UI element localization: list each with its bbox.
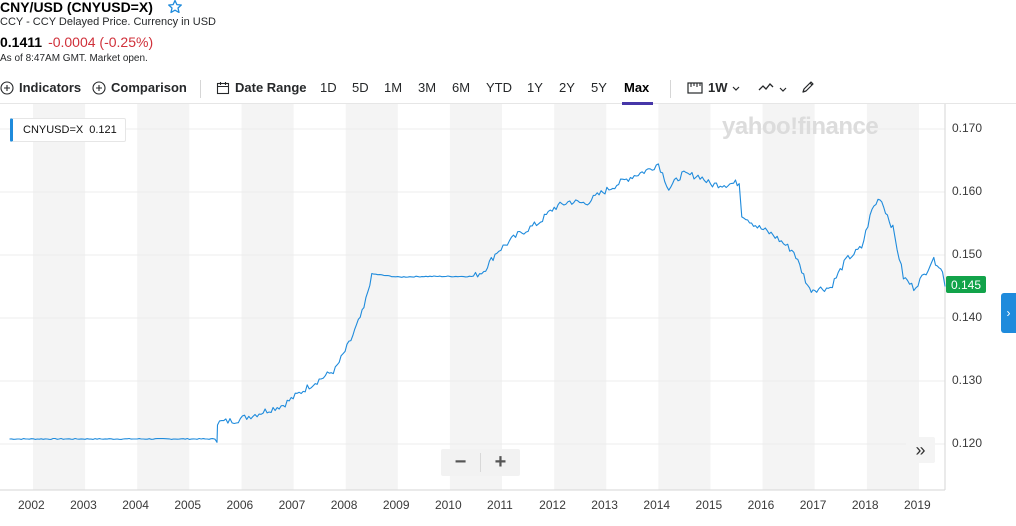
range-1d[interactable]: 1D — [320, 80, 337, 95]
x-tick-label: 2016 — [747, 498, 775, 512]
year-band — [554, 104, 607, 490]
y-tick-label: 0.160 — [952, 184, 983, 198]
year-band — [241, 104, 294, 490]
x-tick-label: 2013 — [591, 498, 618, 512]
chart-type-dropdown[interactable] — [758, 80, 787, 97]
zoom-divider — [480, 453, 481, 472]
current-price: 0.1411 — [0, 34, 43, 50]
indicators-label: Indicators — [19, 80, 82, 95]
legend-symbol: CNYUSD=X — [23, 124, 84, 136]
date-range-button[interactable]: Date Range — [216, 80, 307, 95]
y-tick-label: 0.130 — [952, 373, 983, 387]
grid-lines — [0, 104, 946, 491]
x-tick-label: 2010 — [434, 498, 462, 512]
year-band — [449, 104, 502, 490]
series-layer — [9, 163, 946, 443]
ruler-icon — [687, 81, 703, 95]
comparison-button[interactable]: Comparison — [92, 80, 187, 95]
draw-tool-button[interactable] — [801, 80, 815, 97]
legend-value: 0.121 — [89, 124, 117, 136]
price-change: -0.0004 (-0.25%) — [48, 34, 154, 50]
zoom-control: − + — [441, 449, 520, 476]
chart-toolbar: Indicators Comparison Date Range 1D 5D 1… — [0, 76, 1016, 105]
x-tick-label: 2005 — [174, 498, 202, 512]
plus-circle-icon — [92, 80, 106, 95]
x-tick-label: 2017 — [799, 498, 827, 512]
range-6m[interactable]: 6M — [452, 80, 471, 95]
x-tick-label: 2015 — [695, 498, 723, 512]
x-tick-label: 2012 — [539, 498, 566, 512]
year-band — [866, 104, 919, 490]
range-1m[interactable]: 1M — [384, 80, 403, 95]
year-band — [33, 104, 86, 490]
range-5d[interactable]: 5D — [352, 80, 369, 95]
zoom-in-button[interactable]: + — [494, 451, 507, 473]
plus-circle-icon — [0, 80, 14, 95]
interval-label: 1W — [708, 80, 728, 95]
x-tick-label: 2019 — [904, 498, 931, 512]
chevron-right-icon[interactable]: › — [1001, 293, 1016, 333]
line-chart-icon — [758, 80, 776, 97]
price-chart[interactable] — [0, 104, 1016, 526]
year-band — [762, 104, 815, 490]
as-of-timestamp: As of 8:47AM GMT. Market open. — [0, 53, 148, 64]
x-tick-label: 2018 — [851, 498, 879, 512]
chevron-down-icon — [779, 81, 787, 96]
range-max[interactable]: Max — [624, 80, 650, 95]
x-tick-label: 2011 — [487, 498, 513, 512]
date-range-label: Date Range — [235, 80, 307, 95]
y-tick-label: 0.120 — [952, 436, 983, 450]
year-bands — [33, 104, 919, 490]
x-tick-label: 2009 — [382, 498, 410, 512]
x-tick-label: 2002 — [18, 498, 45, 512]
x-tick-label: 2006 — [226, 498, 254, 512]
calendar-icon — [216, 81, 230, 95]
y-tick-label: 0.150 — [952, 247, 983, 261]
x-tick-label: 2003 — [70, 498, 97, 512]
year-band — [658, 104, 711, 490]
range-ytd[interactable]: YTD — [486, 80, 512, 95]
range-2y[interactable]: 2Y — [559, 80, 575, 95]
year-band — [345, 104, 398, 490]
fast-forward-button[interactable]: » — [906, 437, 935, 463]
x-tick-label: 2007 — [278, 498, 306, 512]
x-tick-label: 2014 — [643, 498, 671, 512]
comparison-label: Comparison — [111, 80, 187, 95]
x-tick-label: 2004 — [122, 498, 149, 512]
chart-legend[interactable]: CNYUSD=X 0.121 — [10, 118, 126, 142]
range-1y[interactable]: 1Y — [527, 80, 543, 95]
quote-subtitle: CCY - CCY Delayed Price. Currency in USD — [0, 16, 216, 28]
y-tick-label: 0.140 — [952, 310, 983, 324]
current-price-tag: 0.145 — [946, 276, 986, 293]
range-5y[interactable]: 5Y — [591, 80, 607, 95]
x-tick-label: 2008 — [330, 498, 358, 512]
series-line-CNYUSD=X — [9, 163, 946, 443]
yahoo-finance-watermark: yahoo!finance — [722, 113, 879, 140]
interval-dropdown[interactable]: 1W — [687, 80, 740, 95]
zoom-out-button[interactable]: − — [454, 451, 467, 473]
toolbar-divider — [670, 80, 671, 98]
chevron-down-icon — [732, 80, 740, 95]
y-tick-label: 0.170 — [952, 121, 983, 135]
price-row: 0.1411 -0.0004 (-0.25%) — [0, 34, 153, 52]
star-icon[interactable] — [167, 0, 183, 15]
pencil-icon — [801, 80, 815, 97]
year-band — [137, 104, 190, 490]
active-range-indicator — [622, 102, 653, 105]
quote-title: CNY/USD (CNYUSD=X) — [0, 0, 153, 15]
range-3m[interactable]: 3M — [418, 80, 437, 95]
toolbar-divider — [200, 80, 201, 98]
indicators-button[interactable]: Indicators — [0, 80, 81, 95]
